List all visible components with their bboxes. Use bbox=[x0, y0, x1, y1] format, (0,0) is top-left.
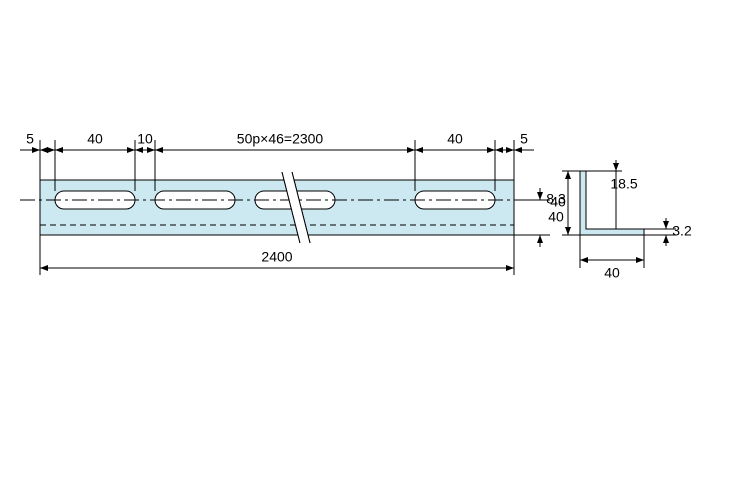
dim-label: 10 bbox=[137, 131, 153, 147]
dim-label: 5 bbox=[520, 131, 528, 147]
dim-label: 40 bbox=[550, 194, 566, 210]
dim-label: 18.5 bbox=[610, 176, 637, 192]
dim-row-top: 5 40 10 50p×46=2300 40 5 bbox=[20, 131, 534, 150]
dim-label: 40 bbox=[604, 265, 620, 281]
dim-label: 40 bbox=[87, 131, 103, 147]
engineering-drawing: 5 40 10 50p×46=2300 40 5 2400 8.3 bbox=[0, 0, 753, 500]
front-view: 5 40 10 50p×46=2300 40 5 2400 8.3 bbox=[20, 131, 566, 275]
section-view: 40 18.5 40 3.2 bbox=[550, 160, 692, 281]
dim-label: 5 bbox=[26, 131, 34, 147]
dim-label: 3.2 bbox=[672, 223, 692, 239]
dim-label: 50p×46=2300 bbox=[237, 131, 324, 147]
dim-label: 40 bbox=[548, 209, 564, 225]
dim-label: 40 bbox=[447, 131, 463, 147]
dim-label: 2400 bbox=[261, 249, 292, 265]
